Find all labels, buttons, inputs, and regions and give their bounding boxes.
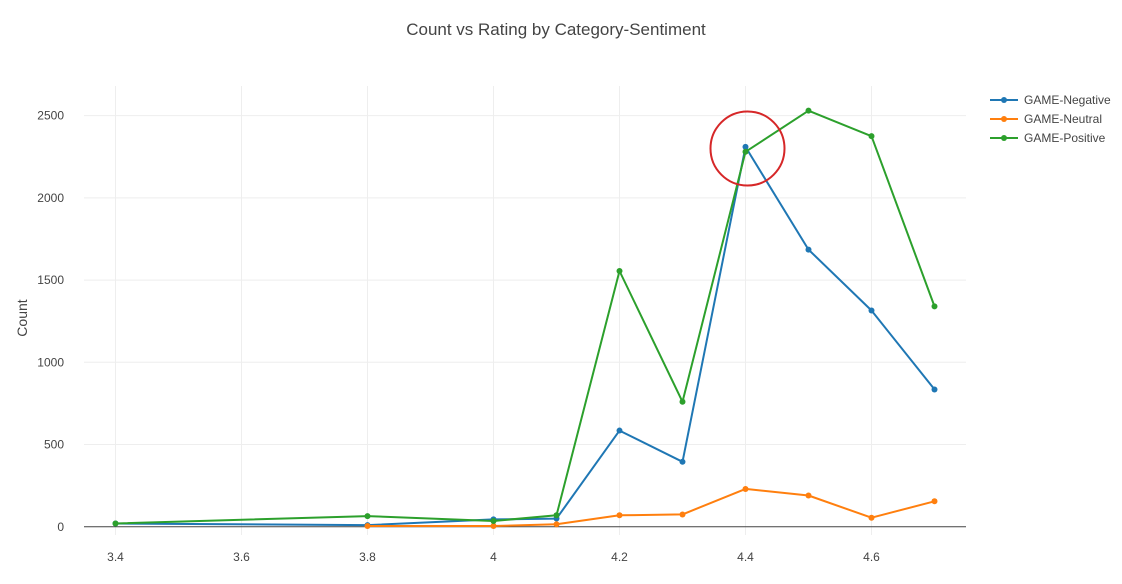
- y-tick-label: 1500: [37, 273, 64, 287]
- legend-label: GAME-Positive: [1024, 131, 1106, 145]
- data-point[interactable]: [931, 498, 938, 505]
- y-tick-label: 0: [57, 520, 64, 534]
- series-group: [112, 107, 938, 529]
- data-point[interactable]: [616, 268, 623, 275]
- legend-marker: [1001, 135, 1007, 141]
- data-point[interactable]: [742, 485, 749, 492]
- legend-marker: [1001, 97, 1007, 103]
- x-tick-label: 3.4: [107, 550, 124, 564]
- data-point[interactable]: [553, 512, 560, 519]
- y-tick-label: 2500: [37, 109, 64, 123]
- legend-label: GAME-Neutral: [1024, 112, 1102, 126]
- legend-item-game-neutral[interactable]: GAME-Neutral: [990, 112, 1102, 126]
- data-point[interactable]: [742, 148, 749, 155]
- annotations: [709, 110, 786, 187]
- data-point[interactable]: [364, 522, 371, 529]
- data-point[interactable]: [490, 518, 497, 525]
- x-tick-label: 4: [490, 550, 497, 564]
- legend-item-game-negative[interactable]: GAME-Negative: [990, 93, 1111, 107]
- legend[interactable]: GAME-Negative GAME-Neutral GAME-Positive: [990, 93, 1111, 145]
- series-game-negative[interactable]: [112, 143, 938, 529]
- axes: 3.4 3.6 3.8 4 4.2 4.4 4.6 0 500 1000 1500 2000 2500: [37, 109, 966, 564]
- data-point[interactable]: [364, 513, 371, 520]
- data-point[interactable]: [868, 514, 875, 521]
- series-game-neutral[interactable]: [364, 485, 938, 529]
- series-line-game-positive[interactable]: [115, 109, 936, 525]
- data-point[interactable]: [679, 398, 686, 405]
- y-tick-label: 2000: [37, 191, 64, 205]
- legend-item-game-positive[interactable]: GAME-Positive: [990, 131, 1106, 145]
- highlight-circle: [709, 110, 786, 187]
- data-point[interactable]: [742, 143, 749, 150]
- data-point[interactable]: [616, 512, 623, 519]
- data-point[interactable]: [490, 522, 497, 529]
- data-point[interactable]: [112, 520, 119, 527]
- y-tick-label: 500: [44, 438, 64, 452]
- series-line-game-negative[interactable]: [115, 145, 936, 527]
- data-point[interactable]: [616, 427, 623, 434]
- chart-title: Count vs Rating by Category-Sentiment: [406, 20, 706, 39]
- data-point[interactable]: [931, 303, 938, 310]
- data-point[interactable]: [679, 511, 686, 518]
- x-tick-label: 3.8: [359, 550, 376, 564]
- data-point[interactable]: [679, 458, 686, 465]
- x-tick-label: 4.4: [737, 550, 754, 564]
- data-point[interactable]: [931, 386, 938, 393]
- legend-label: GAME-Negative: [1024, 93, 1111, 107]
- data-point[interactable]: [805, 492, 812, 499]
- data-point[interactable]: [553, 521, 560, 528]
- y-tick-label: 1000: [37, 355, 64, 369]
- data-point[interactable]: [868, 133, 875, 140]
- legend-marker: [1001, 116, 1007, 122]
- x-tick-label: 4.2: [611, 550, 628, 564]
- x-tick-label: 4.6: [863, 550, 880, 564]
- x-tick-label: 3.6: [233, 550, 250, 564]
- series-game-positive[interactable]: [112, 107, 938, 527]
- data-point[interactable]: [868, 307, 875, 314]
- data-point[interactable]: [805, 246, 812, 253]
- y-axis-title: Count: [14, 299, 30, 336]
- data-point[interactable]: [805, 107, 812, 114]
- grid: [84, 86, 966, 535]
